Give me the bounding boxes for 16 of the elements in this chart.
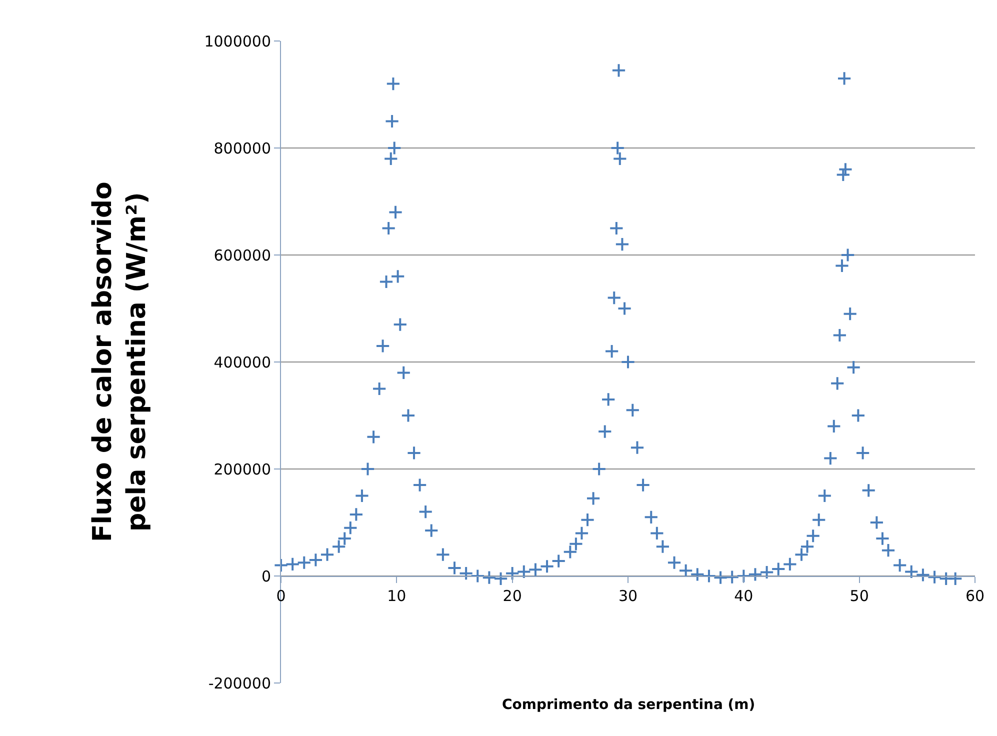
x-tick-label: 0 <box>276 587 286 605</box>
x-tick-label: 50 <box>850 587 869 605</box>
y-tick-label: -200000 <box>208 674 271 692</box>
y-axis-title: Fluxo de calor absorvido pela serpentina (W/m²) <box>88 182 152 542</box>
y-tick-label: 200000 <box>214 460 271 478</box>
y-tick-label: 0 <box>261 567 271 586</box>
x-tick-label: 60 <box>965 587 985 605</box>
y-tick-label: 800000 <box>214 139 271 158</box>
y-tick-label: 600000 <box>214 246 271 264</box>
y-tick-label: 1000000 <box>204 32 271 50</box>
x-tick-label: 20 <box>502 587 522 605</box>
x-tick-label: 40 <box>734 587 754 605</box>
x-tick-label: 30 <box>618 587 638 605</box>
y-tick-label: 400000 <box>214 353 271 372</box>
x-axis-title: Comprimento da serpentina (m) <box>502 697 756 713</box>
x-tick-label: 10 <box>387 587 406 605</box>
